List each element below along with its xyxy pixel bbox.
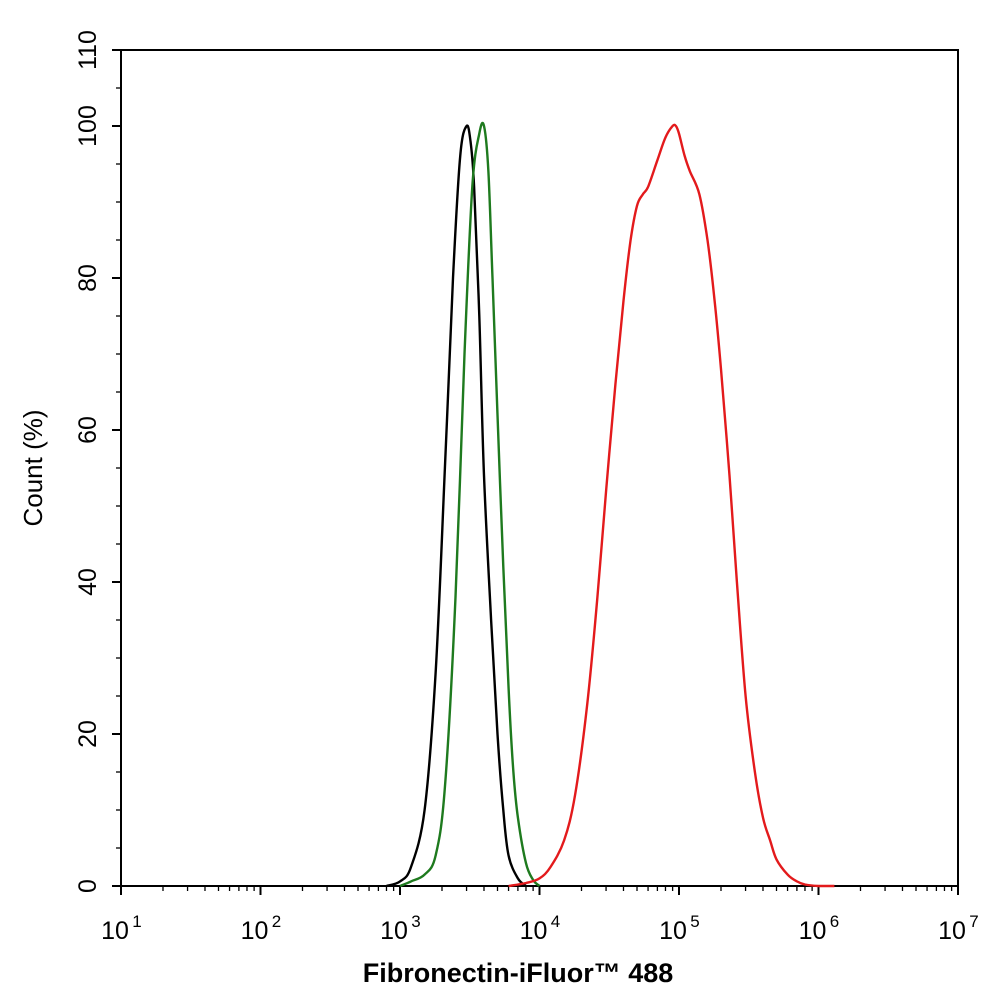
x-tick-label-exponent: 6	[830, 912, 839, 931]
x-tick-label-exponent: 5	[690, 912, 699, 931]
y-tick-label: 100	[74, 105, 102, 147]
series-line-2	[399, 121, 541, 888]
y-tick-label: 60	[74, 416, 102, 444]
x-tick-label: 10	[799, 917, 827, 945]
x-axis-title: Fibronectin-iFluor™ 488	[363, 958, 674, 988]
plot-frame	[120, 49, 959, 887]
y-tick-label: 0	[74, 879, 102, 893]
x-tick-label: 10	[380, 917, 408, 945]
x-tick-label-exponent: 4	[551, 912, 560, 931]
y-tick-label: 80	[74, 264, 102, 292]
x-tick-label: 10	[520, 917, 548, 945]
y-tick-label: 20	[74, 720, 102, 748]
x-tick-labels: 10 1 10 2 10 3 10 4 10 5 10 6 10 7	[101, 912, 979, 945]
y-axis-title: Count (%)	[18, 409, 48, 526]
x-tick-label-exponent: 2	[272, 912, 281, 931]
major-ticks	[112, 49, 959, 895]
x-tick-label: 10	[241, 917, 269, 945]
y-tick-label: 110	[74, 30, 102, 70]
series-layer	[386, 121, 835, 888]
x-tick-label-exponent: 7	[969, 912, 978, 931]
y-tick-label: 40	[74, 568, 102, 596]
x-tick-label-exponent: 3	[411, 912, 420, 931]
series-line-1	[386, 124, 527, 888]
series-line-3	[508, 123, 835, 888]
x-tick-label: 10	[101, 917, 129, 945]
minor-ticks	[116, 87, 953, 891]
y-tick-labels: 0 20 40 60 80 100 110	[74, 30, 102, 893]
x-tick-label: 10	[659, 917, 687, 945]
x-tick-label-exponent: 1	[132, 912, 141, 931]
x-tick-label: 10	[938, 917, 966, 945]
